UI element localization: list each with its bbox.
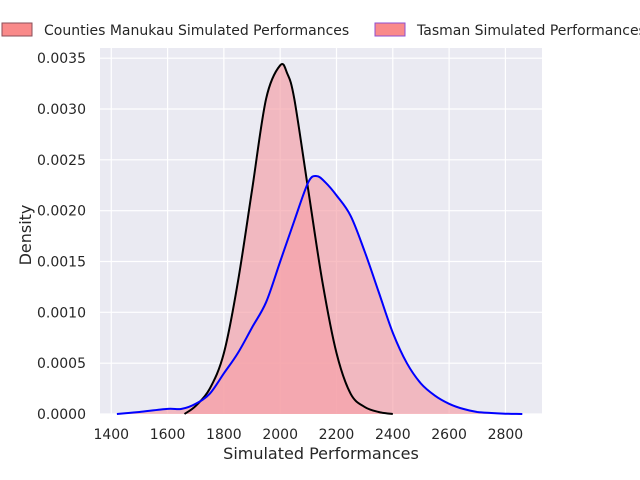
y-tick-label: 0.0035 — [37, 51, 86, 67]
x-tick-label: 2800 — [488, 427, 524, 443]
legend-label: Tasman Simulated Performances — [416, 23, 640, 39]
y-tick-label: 0.0010 — [37, 305, 86, 321]
legend-label: Counties Manukau Simulated Performances — [44, 23, 349, 39]
x-tick-label: 1800 — [206, 427, 242, 443]
legend-swatch — [374, 22, 406, 37]
series-line — [183, 62, 393, 415]
y-tick-label: 0.0005 — [37, 356, 86, 372]
legend-swatch — [1, 22, 33, 37]
legend: Counties Manukau Simulated Performances T… — [1, 22, 640, 39]
x-tick-label: 1400 — [93, 427, 129, 443]
x-tick-label: 2200 — [319, 427, 355, 443]
x-tick-label: 1600 — [150, 427, 186, 443]
y-tick-label: 0.0030 — [37, 102, 86, 118]
y-tick-label: 0.0015 — [37, 255, 86, 271]
y-tick-label: 0.0000 — [37, 407, 86, 423]
series-area — [116, 175, 523, 414]
x-axis-ticks: 1400 1600 1800 2000 2200 2400 2600 2800 — [93, 427, 523, 443]
y-tick-label: 0.0020 — [37, 204, 86, 220]
series-line — [116, 175, 523, 415]
y-axis-ticks: 0.0000 0.0005 0.0010 0.0015 0.0020 0.0025 0.00… — [37, 51, 86, 423]
y-tick-label: 0.0025 — [37, 153, 86, 169]
series-layer — [116, 62, 523, 415]
x-tick-label: 2400 — [375, 427, 411, 443]
x-tick-label: 2600 — [431, 427, 467, 443]
x-axis-title: Simulated Performances — [223, 444, 419, 463]
x-tick-label: 2000 — [262, 427, 298, 443]
y-axis-title: Density — [16, 205, 35, 266]
